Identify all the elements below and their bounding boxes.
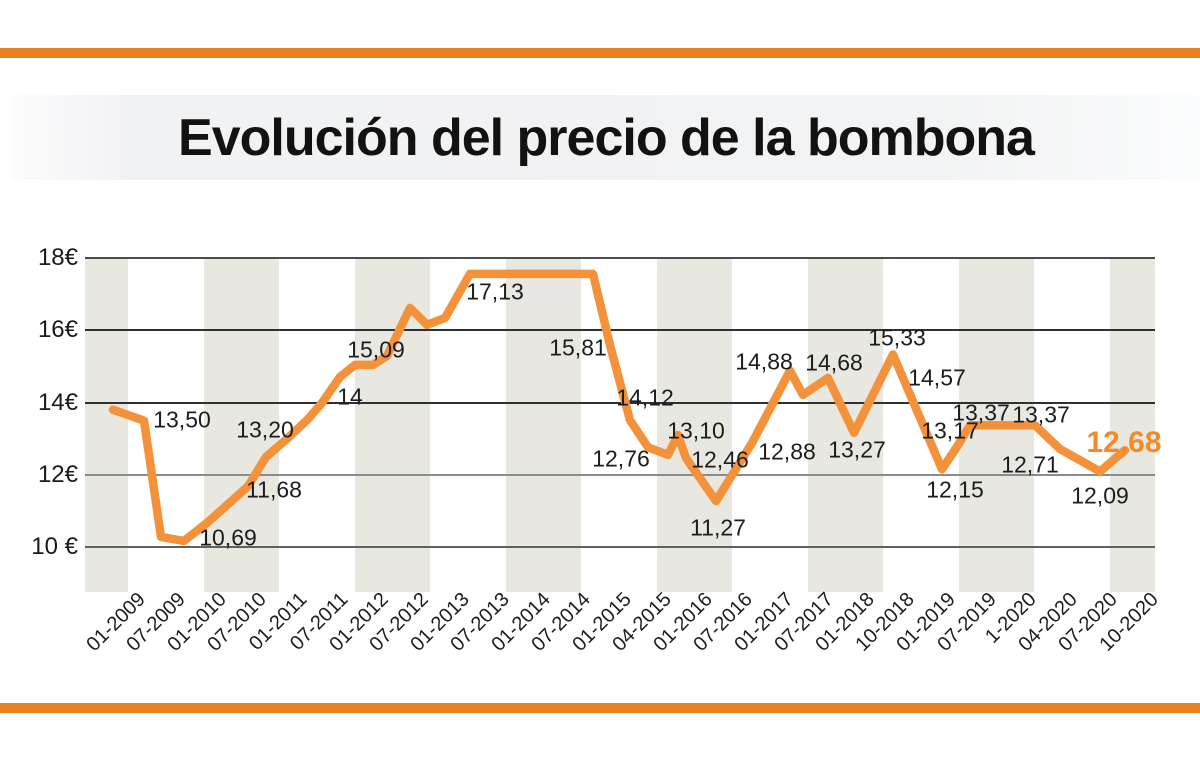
value-label: 12,46: [691, 446, 749, 473]
bottom-accent-bar: [0, 703, 1200, 713]
background-stripe: [506, 258, 581, 592]
value-label: 13,20: [236, 416, 294, 443]
value-label: 15,33: [868, 324, 926, 351]
value-label: 15,81: [549, 334, 607, 361]
value-label-current: 12,68: [1086, 426, 1162, 459]
value-label: 12,76: [592, 445, 650, 472]
y-axis-label-14: 14€: [37, 388, 78, 416]
value-label: 14,88: [735, 348, 793, 375]
gridline-10: [85, 546, 1155, 548]
y-axis-label-10: 10 €: [31, 533, 78, 560]
value-label: 13,10: [667, 417, 725, 444]
background-stripe: [85, 258, 128, 592]
chart-title: Evolución del precio de la bombona: [178, 108, 1035, 167]
value-label: 13,17: [921, 417, 979, 444]
background-stripe: [1110, 258, 1155, 592]
value-label: 13,37: [952, 399, 1010, 426]
value-label: 12,71: [1001, 451, 1059, 478]
value-label: 13,27: [828, 436, 886, 463]
gridline-16: [85, 329, 1155, 332]
gridline-12: [85, 473, 1155, 476]
value-label: 12,09: [1071, 482, 1129, 509]
value-label: 11,68: [246, 476, 302, 503]
value-label: 13,50: [153, 406, 211, 433]
value-label: 13,37: [1012, 401, 1070, 428]
value-label: 12,88: [758, 438, 816, 465]
y-axis-label-16: 16€: [37, 316, 78, 344]
value-label: 11,27: [690, 514, 746, 541]
background-stripe: [808, 258, 883, 592]
background-stripe: [355, 258, 430, 592]
value-label: 10,69: [199, 524, 257, 551]
top-accent-bar: [0, 48, 1200, 58]
y-axis-label-12: 12€: [37, 460, 78, 488]
value-label: 14,68: [805, 349, 863, 376]
value-label: 14,57: [908, 364, 966, 391]
value-label: 14: [337, 383, 363, 410]
value-label: 17,13: [466, 278, 524, 305]
value-label: 12,15: [926, 476, 984, 503]
value-label: 14,12: [616, 384, 674, 411]
value-label: 15,09: [347, 336, 405, 363]
gridline-18: [85, 257, 1155, 259]
y-axis-label-18: 18€: [37, 244, 78, 271]
title-band: Evolución del precio de la bombona: [12, 95, 1200, 180]
